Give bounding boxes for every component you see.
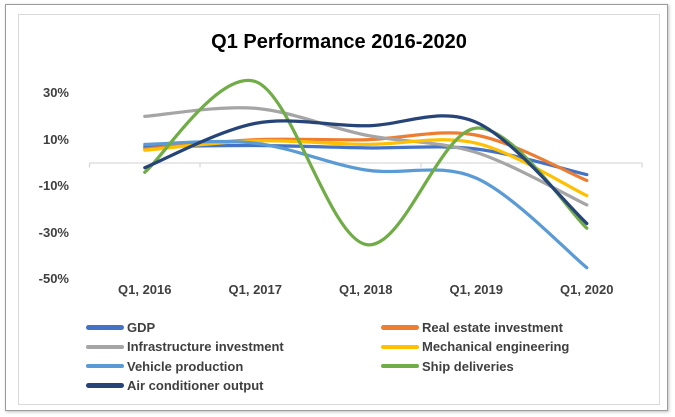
legend-item-vehicle-production: Vehicle production [86, 357, 243, 376]
legend-label-gdp: GDP [127, 320, 156, 335]
y-axis-tick-label: 10% [42, 131, 69, 147]
legend-swatch-real-estate-investment [381, 325, 419, 330]
series-line-vehicle-production [143, 139, 589, 270]
legend-label-vehicle-production: Vehicle production [127, 358, 244, 374]
series-line-infrastructure-investment [143, 106, 589, 207]
legend-swatch-infrastructure-investment [86, 344, 124, 350]
legend-swatch-mechanical-engineering [381, 344, 419, 350]
legend-swatch-ship-deliveries [381, 363, 419, 369]
y-axis-tick-label: -30% [38, 224, 69, 240]
y-axis-tick-label: -10% [38, 178, 69, 194]
x-axis-tick-label: Q1, 2019 [449, 282, 504, 297]
series-line-ship-deliveries [143, 78, 589, 247]
legend-item-gdp: GDP [86, 318, 155, 337]
x-axis-tick-label: Q1, 2016 [118, 282, 172, 297]
legend-item-mechanical-engineering: Mechanical engineering [381, 337, 569, 356]
legend-label-ship-deliveries: Ship deliveries [422, 358, 514, 374]
legend-item-ship-deliveries: Ship deliveries [381, 357, 514, 376]
window-frame: Q1 Performance 2016-2020 30% 10% -10% -30% -… [5, 4, 668, 411]
series-line-air-conditioner-output [143, 114, 589, 226]
plot-area [88, 78, 643, 270]
legend-label-infrastructure-investment: Infrastructure investment [127, 339, 284, 355]
chart-title: Q1 Performance 2016-2020 [211, 31, 467, 53]
legend-swatch-gdp [86, 325, 124, 330]
x-axis-tick-label: Q1, 2017 [228, 282, 283, 297]
y-axis-tick-label: -50% [38, 271, 69, 287]
legend-item-real-estate-investment: Real estate investment [381, 318, 563, 337]
legend-label-real-estate-investment: Real estate investment [422, 320, 563, 335]
chart-card: Q1 Performance 2016-2020 30% 10% -10% -30% -… [18, 14, 660, 405]
legend-label-air-conditioner-output: Air conditioner output [127, 377, 264, 393]
y-axis-tick-label: 30% [42, 85, 69, 101]
legend-item-air-conditioner-output: Air conditioner output [86, 376, 263, 395]
legend-item-infrastructure-investment: Infrastructure investment [86, 337, 284, 356]
legend-label-mechanical-engineering: Mechanical engineering [422, 339, 570, 355]
x-axis-tick-label: Q1, 2018 [339, 282, 393, 297]
x-axis-tick-label: Q1, 2020 [560, 282, 614, 297]
legend-swatch-vehicle-production [86, 363, 124, 369]
legend-swatch-air-conditioner-output [86, 383, 124, 388]
